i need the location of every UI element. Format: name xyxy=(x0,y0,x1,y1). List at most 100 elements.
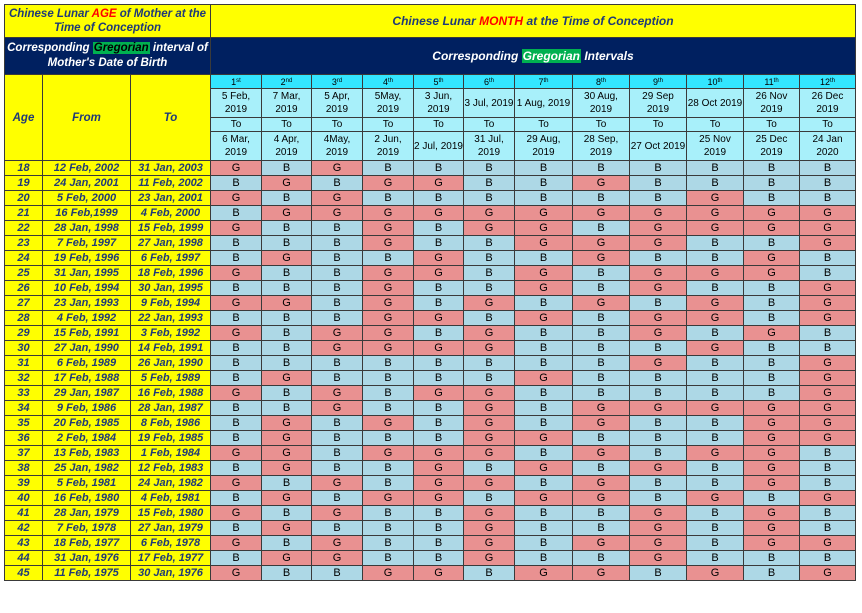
gender-cell: B xyxy=(572,325,630,341)
gender-cell: B xyxy=(362,385,414,401)
month-number-suffix: th xyxy=(830,77,836,84)
table-row: 21 16 Feb,1999 4 Feb, 2000 B G G G G G G G G G G G xyxy=(4,205,856,221)
gender-cell: B xyxy=(743,355,800,371)
gender-cell: G xyxy=(686,400,744,416)
gender-cell: G xyxy=(362,235,414,251)
month-number-value: 8 xyxy=(595,76,601,87)
gender-cell: G xyxy=(311,505,363,521)
gender-cell: G xyxy=(413,445,464,461)
gender-cell: B xyxy=(261,505,312,521)
gender-cell: G xyxy=(743,505,800,521)
gender-cell: B xyxy=(514,175,573,191)
greg-intervals-prefix: Corresponding xyxy=(432,49,522,63)
table-row: 44 31 Jan, 1976 17 Feb, 1977 B G G B B G B B G B B B xyxy=(4,550,856,566)
gender-cell: B xyxy=(413,535,464,551)
row-birth-from: 18 Feb, 1977 xyxy=(42,535,131,551)
gender-cell: G xyxy=(311,550,363,566)
gender-cell: G xyxy=(210,445,262,461)
gender-cell: G xyxy=(210,220,262,236)
gender-cell: G xyxy=(743,460,800,476)
row-birth-from: 12 Feb, 2002 xyxy=(42,160,131,176)
row-birth-from: 16 Feb, 1980 xyxy=(42,490,131,506)
gender-cell: G xyxy=(261,205,312,221)
gender-cell: B xyxy=(210,550,262,566)
gender-cell: G xyxy=(629,310,687,326)
gender-cell: G xyxy=(629,265,687,281)
month-number-value: 9 xyxy=(652,76,658,87)
gender-cell: G xyxy=(572,415,630,431)
gender-cell: B xyxy=(514,520,573,536)
gender-cell: B xyxy=(463,490,515,506)
row-birth-to: 12 Feb, 1983 xyxy=(130,460,211,476)
gender-cell: G xyxy=(362,265,414,281)
gender-cell: G xyxy=(686,295,744,311)
gender-cell: G xyxy=(743,265,800,281)
gender-cell: G xyxy=(362,175,414,191)
row-birth-from: 31 Jan, 1995 xyxy=(42,265,131,281)
month-end-date: 25 Nov 2019 xyxy=(686,131,744,161)
month-to-label: To xyxy=(799,117,856,132)
gender-cell: B xyxy=(311,310,363,326)
gender-cell: G xyxy=(514,280,573,296)
gender-cell: B xyxy=(572,505,630,521)
row-birth-from: 28 Jan, 1998 xyxy=(42,220,131,236)
month-number-value: 10 xyxy=(707,76,718,87)
gender-cell: G xyxy=(572,400,630,416)
gender-cell: B xyxy=(743,280,800,296)
gender-cell: B xyxy=(629,430,687,446)
row-age: 36 xyxy=(4,430,43,446)
gender-cell: G xyxy=(463,550,515,566)
gender-cell: G xyxy=(362,325,414,341)
gender-cell: G xyxy=(743,205,800,221)
month-number: 2nd xyxy=(261,74,312,89)
month-number-suffix: th xyxy=(489,77,495,84)
table-row: 40 16 Feb, 1980 4 Feb, 1981 B G B G G B G G B G B G xyxy=(4,490,856,506)
table-row: 33 29 Jan, 1987 16 Feb, 1988 G B G B G G B B B B B G xyxy=(4,385,856,401)
gender-cell: G xyxy=(743,415,800,431)
gender-cell: B xyxy=(686,235,744,251)
gender-cell: B xyxy=(413,160,464,176)
gender-cell: G xyxy=(799,565,856,581)
table-row: 32 17 Feb, 1988 5 Feb, 1989 B G B B B B G B B B B G xyxy=(4,370,856,386)
gender-cell: B xyxy=(210,250,262,266)
row-age: 20 xyxy=(4,190,43,206)
gregorian-intervals-header: Corresponding Gregorian Intervals xyxy=(210,37,856,75)
gender-cell: G xyxy=(261,175,312,191)
gender-cell: B xyxy=(362,430,414,446)
gender-cell: B xyxy=(629,385,687,401)
row-birth-to: 4 Feb, 1981 xyxy=(130,490,211,506)
gender-cell: B xyxy=(629,340,687,356)
gender-cell: G xyxy=(799,280,856,296)
gender-cell: G xyxy=(799,400,856,416)
gender-cell: B xyxy=(413,295,464,311)
gender-cell: G xyxy=(686,445,744,461)
gender-cell: G xyxy=(362,415,414,431)
table-row: 26 10 Feb, 1994 30 Jan, 1995 B B B G B B G B G B B G xyxy=(4,280,856,296)
gender-cell: B xyxy=(413,370,464,386)
gender-cell: G xyxy=(210,265,262,281)
month-to-label: To xyxy=(686,117,744,132)
month-title-highlight: MONTH xyxy=(479,14,524,28)
gender-cell: B xyxy=(210,430,262,446)
greg-interval-prefix: Corresponding xyxy=(7,42,93,54)
gender-cell: B xyxy=(413,190,464,206)
month-end-date: 6 Mar, 2019 xyxy=(210,131,262,161)
month-to-label: To xyxy=(311,117,363,132)
month-number-suffix: th xyxy=(438,77,444,84)
gender-cell: G xyxy=(311,340,363,356)
gender-cell: B xyxy=(311,370,363,386)
gender-cell: G xyxy=(413,340,464,356)
gender-cell: B xyxy=(514,385,573,401)
gender-cell: G xyxy=(572,205,630,221)
gender-cell: G xyxy=(413,175,464,191)
gender-cell: B xyxy=(413,505,464,521)
gender-cell: G xyxy=(743,430,800,446)
month-to-label: To xyxy=(362,117,414,132)
gender-cell: B xyxy=(629,295,687,311)
gender-cell: B xyxy=(413,355,464,371)
gender-cell: G xyxy=(463,400,515,416)
month-start-date: 26 Nov 2019 xyxy=(743,88,800,118)
gender-cell: G xyxy=(743,250,800,266)
month-title-suffix: at the Time of Conception xyxy=(523,14,674,28)
gender-cell: B xyxy=(413,550,464,566)
